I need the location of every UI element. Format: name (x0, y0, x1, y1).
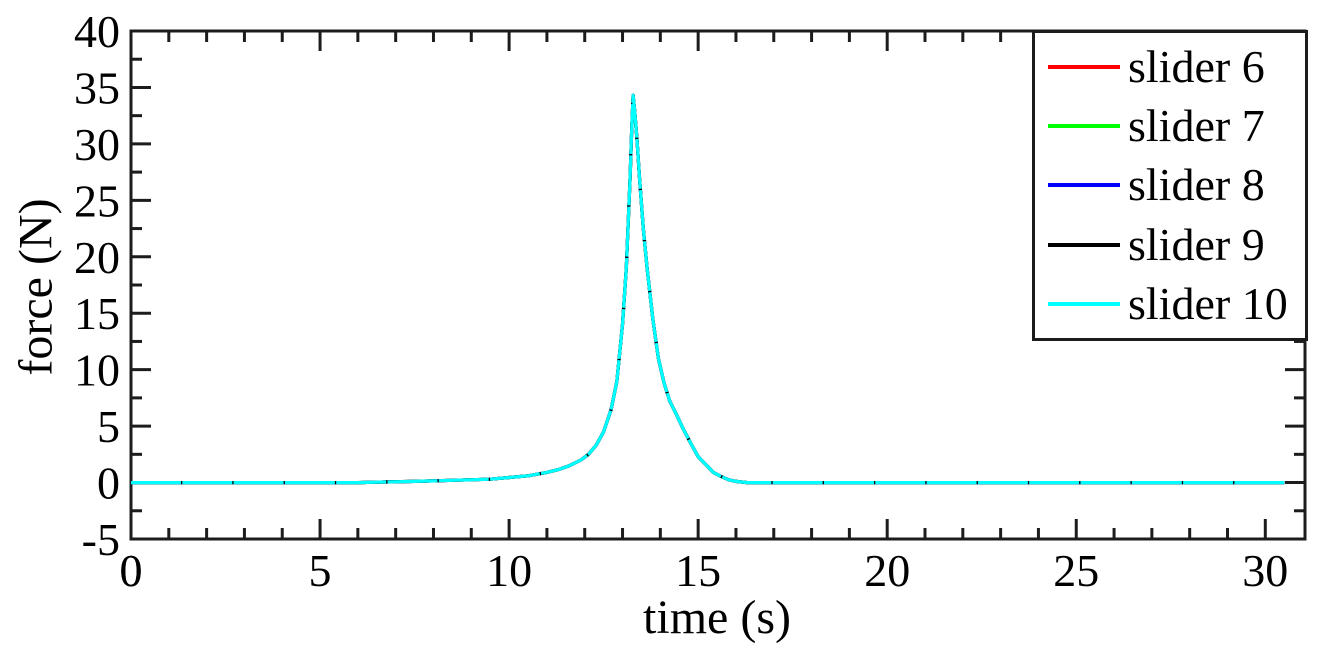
legend-entry: slider 9 (1035, 216, 1305, 274)
legend-line-sample (1048, 124, 1120, 129)
y-tick-label: 5 (97, 401, 120, 452)
legend-entry: slider 6 (1035, 38, 1305, 96)
legend-entry-label: slider 10 (1128, 278, 1288, 330)
y-tick-label: 30 (74, 119, 120, 170)
y-tick-label: -5 (82, 514, 120, 565)
x-tick-label: 5 (309, 545, 332, 596)
y-tick-label: 15 (74, 288, 120, 339)
legend-line-sample (1048, 64, 1120, 69)
legend-entry-label: slider 8 (1128, 159, 1265, 211)
x-tick-label: 15 (675, 545, 721, 596)
y-tick-label: 35 (74, 62, 120, 113)
legend-entry-label: slider 6 (1128, 40, 1265, 92)
series-line-slider-10 (131, 93, 1285, 485)
y-tick-label: 40 (74, 6, 120, 57)
x-tick-label: 20 (864, 545, 910, 596)
x-tick-label: 30 (1242, 545, 1288, 596)
x-tick-label-origin-overlay: 0 (120, 545, 143, 596)
x-tick-label: 0 (120, 545, 143, 596)
legend-entry: slider 10 (1035, 275, 1305, 333)
y-tick-label: 10 (74, 345, 120, 396)
legend-line-sample (1048, 242, 1120, 247)
y-tick-label: 20 (74, 232, 120, 283)
legend-entry: slider 8 (1035, 156, 1305, 214)
x-tick-label: 25 (1053, 545, 1099, 596)
legend-entry-label: slider 7 (1128, 100, 1265, 152)
legend-entry-label: slider 9 (1128, 218, 1265, 270)
x-axis-title: time (s) (643, 591, 791, 644)
legend-line-sample (1048, 302, 1120, 307)
legend: slider 6 slider 7 slider 8 slider 9 slider 1… (1032, 30, 1308, 341)
y-axis-title: force (N) (9, 198, 63, 376)
legend-entry: slider 7 (1035, 97, 1305, 155)
x-tick-label: 10 (486, 545, 532, 596)
y-tick-label: 0 (97, 458, 120, 509)
legend-line-sample (1048, 183, 1120, 188)
y-tick-label: 25 (74, 175, 120, 226)
